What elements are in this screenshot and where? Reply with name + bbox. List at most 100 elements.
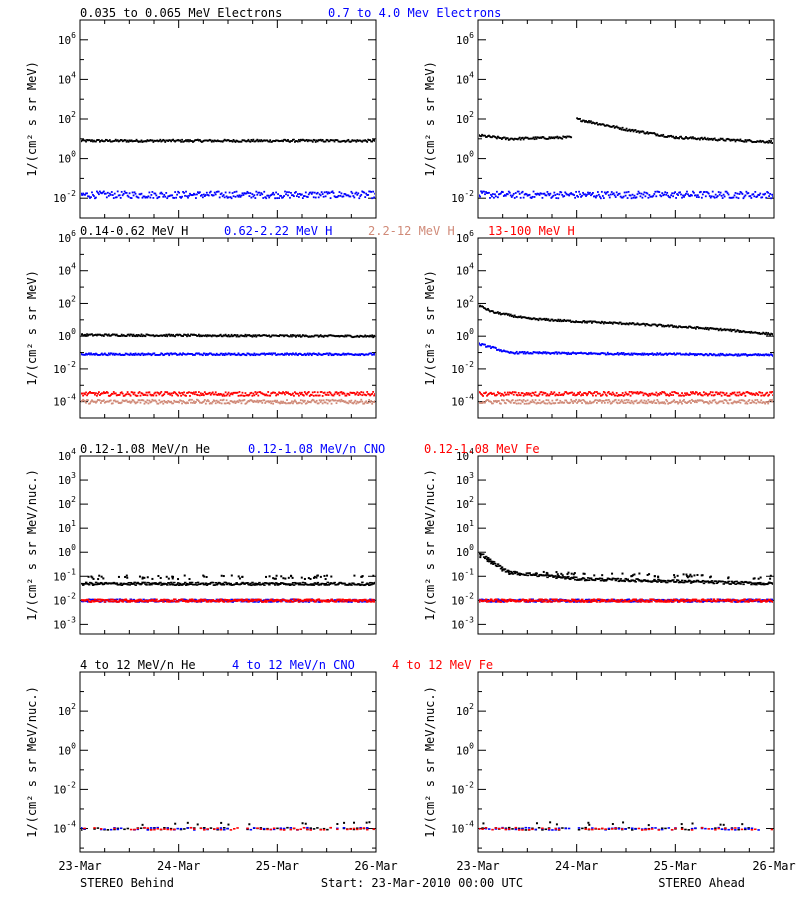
data-point: [350, 140, 353, 143]
data-point: [363, 335, 366, 338]
data-point: [711, 327, 714, 330]
data-point: [569, 135, 572, 138]
data-point: [354, 139, 357, 142]
data-point: [331, 334, 334, 337]
data-point: [278, 197, 280, 199]
data-point: [166, 139, 169, 142]
data-point: [613, 194, 616, 197]
data-point: [564, 319, 567, 322]
data-point: [611, 193, 614, 196]
data-point: [175, 400, 178, 403]
data-point: [527, 137, 530, 140]
data-point: [732, 401, 735, 404]
data-point: [244, 599, 247, 602]
data-point: [733, 138, 736, 141]
data-point: [182, 352, 184, 355]
data-point: [85, 140, 87, 143]
data-point: [584, 193, 586, 196]
data-point: [282, 353, 284, 356]
data-point: [302, 394, 305, 397]
series-1: [479, 117, 773, 144]
data-point: [646, 323, 649, 326]
data-point: [138, 334, 141, 337]
data-point: [480, 402, 482, 404]
data-point: [770, 140, 773, 142]
data-point: [107, 194, 110, 197]
data-point: [368, 393, 371, 396]
data-point: [707, 328, 710, 331]
data-point: [83, 583, 87, 585]
data-point: [296, 353, 298, 356]
data-point: [735, 401, 738, 404]
data-point: [198, 139, 201, 141]
data-point: [312, 352, 315, 355]
data-point: [188, 391, 190, 394]
data-point: [114, 138, 117, 141]
data-point: [498, 137, 501, 139]
data-point: [541, 196, 544, 199]
data-point: [643, 399, 646, 402]
data-point: [301, 399, 304, 402]
data-point: [95, 196, 97, 199]
data-point: [660, 401, 663, 404]
data-point: [547, 399, 550, 402]
data-point: [678, 191, 680, 194]
data-point: [612, 393, 615, 396]
data-point: [110, 140, 113, 143]
data-point: [550, 402, 553, 405]
data-point: [352, 391, 355, 394]
data-point: [605, 353, 608, 356]
data-point: [642, 193, 645, 196]
data-point: [112, 352, 115, 355]
data-point: [224, 402, 227, 405]
data-point: [608, 400, 611, 403]
data-point: [573, 321, 576, 323]
data-point: [250, 334, 253, 337]
data-point: [517, 402, 520, 405]
data-point: [343, 139, 346, 142]
data-point: [742, 391, 745, 394]
data-point: [243, 335, 246, 338]
data-point: [538, 393, 541, 395]
data-point: [671, 324, 674, 327]
data-point: [178, 139, 180, 142]
data-point: [134, 140, 137, 142]
data-point: [486, 557, 490, 559]
data-point: [771, 390, 773, 393]
data-point: [265, 139, 268, 142]
data-point: [746, 192, 749, 195]
data-point: [493, 392, 495, 395]
data-point: [512, 352, 515, 355]
data-point: [491, 136, 493, 139]
data-point: [222, 575, 225, 578]
data-point: [101, 140, 104, 143]
data-point: [738, 139, 741, 142]
data-point: [120, 190, 123, 193]
data-point: [717, 392, 720, 395]
data-point: [327, 399, 330, 402]
data-point: [664, 191, 667, 194]
data-point: [626, 197, 629, 199]
data-point: [112, 197, 115, 199]
data-point: [772, 142, 773, 144]
data-point: [769, 353, 772, 356]
data-point: [483, 401, 485, 404]
data-point: [167, 352, 170, 355]
data-point: [761, 402, 764, 404]
data-point: [297, 138, 300, 141]
data-point: [333, 393, 336, 396]
data-point: [207, 353, 210, 355]
data-point: [688, 325, 690, 328]
data-point: [96, 400, 98, 403]
data-point: [131, 391, 134, 394]
data-point: [151, 577, 154, 580]
data-point: [622, 129, 625, 131]
data-point: [185, 334, 187, 336]
data-point: [703, 393, 706, 396]
data-point: [619, 353, 622, 355]
data-point: [563, 392, 566, 395]
data-point: [522, 196, 525, 199]
panel-frame: [79, 237, 377, 419]
data-point: [161, 352, 164, 355]
data-point: [568, 392, 571, 395]
